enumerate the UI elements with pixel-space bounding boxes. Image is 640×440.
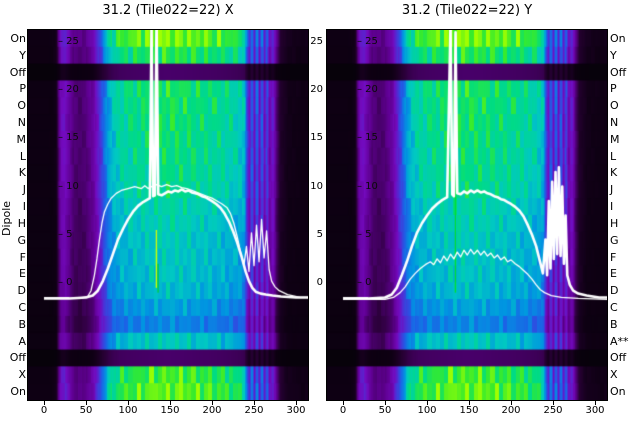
x-tick-label: 250 (543, 405, 563, 416)
x-tick-label: 0 (339, 405, 347, 416)
row-label-left: X (18, 368, 26, 382)
row-label-right: X (610, 368, 618, 382)
value-tick-label: – 25 (58, 36, 79, 47)
row-label-left: O (17, 99, 26, 113)
row-label-right: L (610, 149, 617, 163)
x-tick-mark (343, 401, 344, 405)
row-label-left: Off (9, 351, 26, 365)
row-label-right: M (610, 132, 620, 146)
x-tick-mark (170, 401, 171, 405)
value-tick-label-gap: 0 (316, 277, 323, 288)
value-tick-label: – 0 (357, 277, 372, 288)
row-label-left: J (22, 183, 26, 197)
row-label-left: On (10, 385, 26, 399)
row-label-right: N (610, 116, 619, 129)
value-tick-label: – 15 (357, 132, 378, 144)
x-tick-label: 50 (79, 405, 93, 416)
row-label-left: C (18, 301, 26, 314)
x-tick-mark (296, 401, 297, 405)
row-label-right: F (610, 250, 617, 264)
row-label-right: G (610, 233, 619, 247)
x-tick-mark (469, 401, 470, 405)
row-label-left: M (16, 132, 27, 146)
value-tick-label: – 5 (58, 228, 73, 240)
x-tick-label: 200 (202, 405, 222, 416)
row-label-left: E (19, 267, 26, 281)
row-label-left: B (18, 317, 26, 331)
value-tick-label-gap: 5 (316, 228, 323, 240)
x-tick-label: 100 (118, 405, 138, 416)
row-label-left: P (19, 82, 26, 96)
panel-x-title: 31.2 (Tile022=22) X (102, 3, 234, 18)
value-tick-label: – 25 (357, 36, 378, 47)
x-tick-mark (86, 401, 87, 405)
row-label-left: Y (19, 48, 26, 62)
x-tick-mark (128, 401, 129, 405)
row-label-left: H (17, 216, 26, 230)
row-label-right: J (610, 183, 614, 197)
value-tick-label: – 15 (58, 132, 79, 144)
row-label-right: C (610, 301, 618, 314)
row-label-left: G (17, 233, 26, 247)
row-label-right: On (610, 385, 626, 399)
x-tick-mark (511, 401, 512, 405)
row-label-right: B (610, 317, 618, 331)
x-tick-label: 300 (286, 405, 306, 416)
row-label-left: L (19, 149, 26, 163)
x-tick-label: 150 (160, 405, 180, 416)
value-tick-label-gap: 25 (310, 36, 323, 47)
row-label-right: Off (610, 65, 627, 79)
x-tick-label: 100 (417, 405, 437, 416)
row-label-right: Y (610, 48, 617, 62)
row-label-right: K (610, 166, 618, 180)
value-tick-label: – 20 (58, 84, 79, 96)
row-label-left: D (17, 284, 26, 298)
row-label-left: I (22, 200, 26, 214)
row-label-left: A (18, 334, 26, 348)
x-tick-mark (553, 401, 554, 405)
x-tick-mark (44, 401, 45, 405)
row-label-left: F (19, 250, 26, 264)
x-tick-label: 0 (40, 405, 48, 416)
row-label-right: D (610, 284, 619, 298)
heatmap-panel-x (27, 29, 309, 401)
row-label-right: I (610, 200, 614, 214)
x-tick-label: 200 (501, 405, 521, 416)
row-label-right: A** (610, 334, 629, 348)
x-tick-mark (385, 401, 386, 405)
row-label-left: N (17, 116, 26, 129)
heatmap-panel-y (326, 29, 608, 401)
value-tick-label-gap: 20 (310, 84, 323, 96)
row-label-right: E (610, 267, 617, 281)
x-tick-label: 250 (244, 405, 264, 416)
value-tick-label-gap: 15 (310, 132, 323, 144)
value-tick-label: – 10 (357, 180, 378, 192)
panel-y-title: 31.2 (Tile022=22) Y (401, 3, 533, 18)
value-tick-label-gap: 10 (310, 180, 323, 192)
value-tick-label: – 20 (357, 84, 378, 96)
row-label-right: Off (610, 351, 627, 365)
x-tick-label: 300 (585, 405, 605, 416)
row-label-left: On (10, 31, 26, 45)
value-tick-label: – 5 (357, 228, 372, 240)
row-label-right: P (610, 82, 617, 96)
x-tick-label: 50 (378, 405, 392, 416)
x-tick-mark (595, 401, 596, 405)
row-label-right: On (610, 31, 626, 45)
value-tick-label: – 10 (58, 180, 79, 192)
x-tick-mark (427, 401, 428, 405)
row-label-right: O (610, 99, 619, 113)
x-tick-mark (254, 401, 255, 405)
row-label-left: K (18, 166, 26, 180)
row-label-right: H (610, 216, 619, 230)
value-tick-label: – 0 (58, 277, 73, 288)
x-tick-label: 150 (459, 405, 479, 416)
x-tick-mark (212, 401, 213, 405)
row-label-left: Off (9, 65, 26, 79)
